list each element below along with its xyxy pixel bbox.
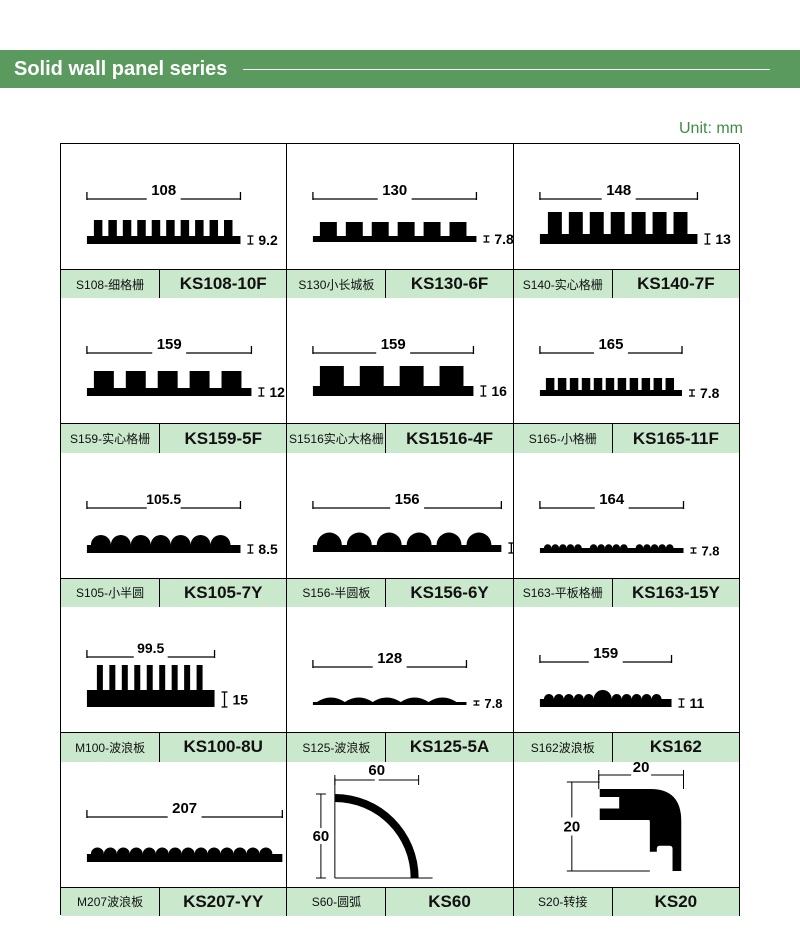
svg-text:15: 15 <box>232 692 248 708</box>
svg-text:12: 12 <box>269 384 285 400</box>
svg-text:164: 164 <box>599 491 625 508</box>
svg-text:7.8: 7.8 <box>495 231 513 247</box>
svg-text:99.5: 99.5 <box>137 640 164 656</box>
svg-text:156: 156 <box>395 491 420 508</box>
svg-text:108: 108 <box>151 182 176 199</box>
svg-text:13: 13 <box>715 231 731 247</box>
svg-text:20: 20 <box>563 818 580 835</box>
svg-text:7.8: 7.8 <box>485 696 503 711</box>
svg-text:60: 60 <box>369 762 386 779</box>
svg-text:159: 159 <box>157 336 182 353</box>
svg-text:207: 207 <box>172 800 197 817</box>
svg-text:8.5: 8.5 <box>258 541 278 557</box>
svg-text:159: 159 <box>381 336 406 353</box>
svg-text:105.5: 105.5 <box>146 491 181 507</box>
svg-text:7.8: 7.8 <box>701 543 719 558</box>
svg-text:11: 11 <box>689 695 704 711</box>
svg-text:130: 130 <box>383 182 408 199</box>
svg-text:165: 165 <box>598 336 623 353</box>
svg-text:16: 16 <box>492 383 508 399</box>
svg-text:148: 148 <box>606 182 631 199</box>
svg-text:159: 159 <box>593 645 618 662</box>
svg-text:7.8: 7.8 <box>700 385 720 401</box>
svg-text:9.2: 9.2 <box>258 232 278 248</box>
svg-text:20: 20 <box>632 762 649 776</box>
svg-text:60: 60 <box>313 828 330 845</box>
svg-text:128: 128 <box>378 650 403 667</box>
